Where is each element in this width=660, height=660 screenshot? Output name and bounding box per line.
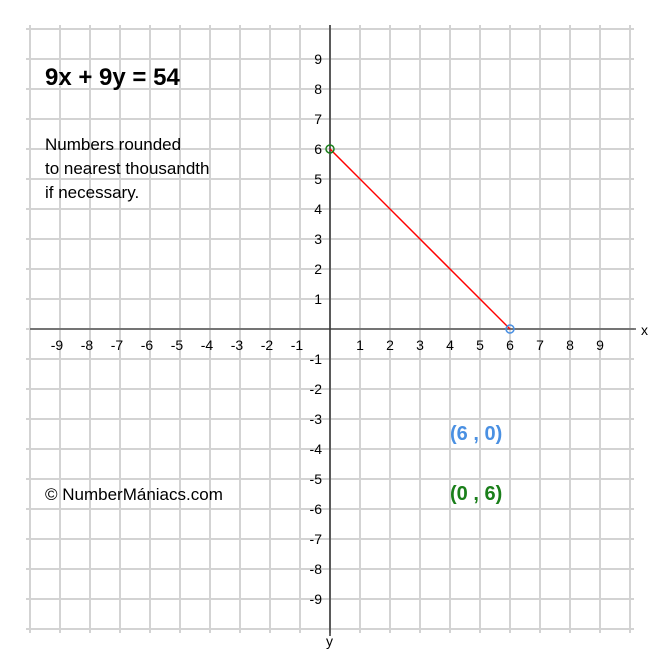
x-tick-label: -3 <box>231 337 244 353</box>
x-tick-label: 8 <box>566 337 574 353</box>
x-tick-label: -9 <box>51 337 64 353</box>
y-tick-label: 2 <box>314 261 322 277</box>
x-tick-label: -4 <box>201 337 214 353</box>
point-marker <box>325 144 335 154</box>
copyright: © NumberMániacs.com <box>45 485 223 504</box>
y-tick-label: -5 <box>310 471 323 487</box>
axes <box>30 25 636 636</box>
tick-labels: -9 -8 -7 -6 -5 -4 -3 -2 -1 1 2 3 4 5 6 7 8 9 -9 -8 -7 -6 -5 -4 -… <box>51 51 604 607</box>
x-tick-label: -1 <box>291 337 304 353</box>
y-axis-label: y <box>326 633 333 649</box>
x-tick-label: -7 <box>111 337 124 353</box>
y-tick-label: -9 <box>310 591 323 607</box>
x-tick-label: -8 <box>81 337 94 353</box>
y-tick-label: -4 <box>310 441 323 457</box>
point-label-0-6: (0 , 6) <box>450 483 502 505</box>
x-tick-label: 4 <box>446 337 454 353</box>
chart-title: 9x + 9y = 54 <box>45 64 180 91</box>
y-tick-label: 6 <box>314 141 322 157</box>
y-tick-label: -7 <box>310 531 323 547</box>
y-tick-label: -1 <box>310 351 323 367</box>
y-tick-label: -6 <box>310 501 323 517</box>
y-tick-label: 1 <box>314 291 322 307</box>
x-tick-label: 9 <box>596 337 604 353</box>
x-tick-label: -2 <box>261 337 274 353</box>
x-tick-label: 5 <box>476 337 484 353</box>
x-tick-label: 3 <box>416 337 424 353</box>
x-tick-label: 6 <box>506 337 514 353</box>
note-line-2: to nearest thousandth <box>45 159 209 178</box>
y-tick-label: -2 <box>310 381 323 397</box>
x-tick-label: 1 <box>356 337 364 353</box>
y-tick-label: 8 <box>314 81 322 97</box>
y-tick-label: -3 <box>310 411 323 427</box>
equation-line <box>329 148 511 330</box>
x-tick-label: 2 <box>386 337 394 353</box>
x-tick-label: -6 <box>141 337 154 353</box>
y-tick-label: 7 <box>314 111 322 127</box>
note-line-1: Numbers rounded <box>45 135 181 154</box>
note-line-3: if necessary. <box>45 183 139 202</box>
y-tick-label: -8 <box>310 561 323 577</box>
y-tick-label: 4 <box>314 201 322 217</box>
x-tick-label: -5 <box>171 337 184 353</box>
y-tick-label: 9 <box>314 51 322 67</box>
x-tick-label: 7 <box>536 337 544 353</box>
y-tick-label: 3 <box>314 231 322 247</box>
marks <box>325 144 515 334</box>
x-axis-label: x <box>641 322 648 338</box>
y-tick-label: 5 <box>314 171 322 187</box>
point-marker <box>505 324 515 334</box>
point-label-6-0: (6 , 0) <box>450 423 502 445</box>
